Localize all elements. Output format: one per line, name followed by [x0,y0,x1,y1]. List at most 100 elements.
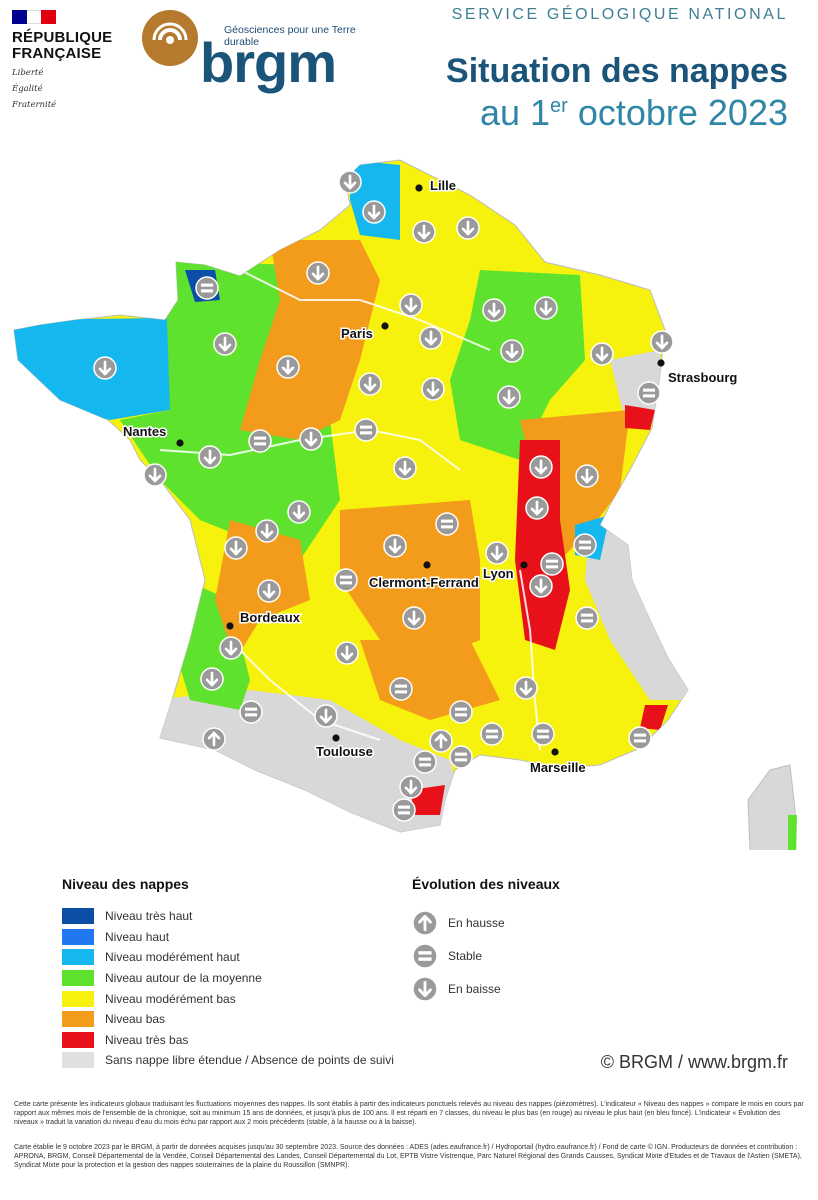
legend-niveau-label: Niveau très haut [105,909,193,924]
legend-evolution-item: En baisse [412,972,632,1005]
arrow-down-icon [276,355,300,379]
arrow-down-icon [224,536,248,560]
arrow-down-icon [213,332,237,356]
arrow-up-icon [412,909,438,936]
arrow-down-icon [399,775,423,799]
region-center-orange [340,500,480,660]
city-dot-clermont [423,561,431,569]
arrow-down-icon [219,636,243,660]
arrow-down-icon [399,293,423,317]
region-north-cyan [350,160,400,240]
region-provence-red [640,705,668,730]
equals-icon [354,418,378,442]
arrow-down-icon [255,519,279,543]
equals-icon [575,606,599,630]
city-label-strasbourg: Strasbourg [668,370,737,385]
page-subtitle: au 1er octobre 2023 [480,92,788,134]
legend-evolution-title: Évolution des niveaux [412,876,560,892]
brgm-tagline: Géosciences pour une Terre durable [224,24,356,48]
equals-icon [573,533,597,557]
legend-evolution-item: En hausse [412,906,632,939]
arrow-down-icon [335,641,359,665]
arrow-down-icon [529,455,553,479]
subtitle-prefix: au 1 [479,92,551,133]
indicator-group [93,170,674,822]
legend-swatch [62,990,94,1007]
arrow-down-icon [456,216,480,240]
region-rhone-red [515,440,570,650]
equals-icon [392,798,416,822]
equals-icon [412,942,438,969]
arrow-down-icon [143,463,167,487]
equals-icon [239,700,263,724]
equals-icon [334,568,358,592]
legend-niveau-item: Niveau bas [62,1009,402,1030]
city-label-bordeaux: Bordeaux [240,610,301,625]
france-groundwater-map: Lille Paris Strasbourg Nantes Lyon Clermont-F… [13,159,797,850]
equals-icon [531,722,555,746]
city-label-clermont: Clermont-Ferrand [369,575,479,590]
arrow-down-icon [314,704,338,728]
arrow-down-icon [338,170,362,194]
legend-niveau-label: Niveau modérément haut [105,950,240,965]
city-dot-marseille [551,748,559,756]
legend-swatch [62,928,94,945]
city-label-marseille: Marseille [530,760,586,775]
region-massif-orange [360,640,500,720]
region-paris-orange [240,240,380,440]
legend-evolution-list: En hausse Stable En baisse [412,906,632,1005]
arrow-down-icon [200,667,224,691]
arrow-down-icon [198,445,222,469]
subtitle-sup: er [550,95,568,117]
city-label-nantes: Nantes [123,424,166,439]
arrow-down-icon [514,676,538,700]
arrow-down-icon [590,342,614,366]
arrow-down-icon [482,298,506,322]
arrow-up-icon [412,909,438,936]
city-dot-bordeaux [226,622,234,630]
legend-swatch [62,908,94,925]
legend-niveau-label: Niveau modérément bas [105,991,236,1006]
city-dot-toulouse [332,734,340,742]
arrow-down-icon [402,606,426,630]
city-dot-paris [381,322,389,330]
legend-evolution-item: Stable [412,939,632,972]
arrow-up-icon [202,727,226,751]
arrow-down-icon [393,456,417,480]
arrow-down-icon [525,496,549,520]
brgm-wordmark: brgm [200,31,337,94]
city-label-lyon: Lyon [483,566,514,581]
legend-niveau-label: Sans nappe libre étendue / Absence de po… [105,1053,394,1068]
france-mainland [13,159,689,833]
arrow-down-icon [421,377,445,401]
equals-icon [480,722,504,746]
service-label: SERVICE GÉOLOGIQUE NATIONAL [451,6,788,23]
legend-niveau-item: Niveau modérément haut [62,947,402,968]
legend-niveau: Niveau des nappes Niveau très haut Niveau… [62,876,402,1071]
arrow-down-icon [485,541,509,565]
subtitle-suffix: octobre 2023 [567,92,788,133]
page-title: Situation des nappes [446,52,788,90]
legend-niveau-item: Sans nappe libre étendue / Absence de po… [62,1050,402,1071]
equals-icon [637,381,661,405]
city-dot-strasbourg [657,359,665,367]
legend-swatch [62,949,94,966]
brgm-logo: Géosciences pour une Terre durable brgm [140,8,390,108]
arrow-down-icon [383,534,407,558]
legend-niveau-item: Niveau modérément bas [62,988,402,1009]
legend-niveau-label: Niveau très bas [105,1032,189,1047]
equals-icon [413,750,437,774]
arrow-down-icon [412,220,436,244]
city-label-paris: Paris [341,326,373,341]
equals-icon [449,700,473,724]
city-dot-lille [415,184,423,192]
footnote-sources: Carte établie le 9 octobre 2023 par le B… [14,1144,802,1169]
arrow-down-icon [650,330,674,354]
rf-title-line1: RÉPUBLIQUE [12,29,113,46]
arrow-down-icon [575,464,599,488]
equals-icon [412,942,438,969]
rf-motto-liberte: Liberté [12,68,44,78]
footnote-description: Cette carte présente les indicateurs glo… [14,1101,804,1126]
region-brittany [14,318,170,420]
legend-niveau-label: Niveau haut [105,929,170,944]
